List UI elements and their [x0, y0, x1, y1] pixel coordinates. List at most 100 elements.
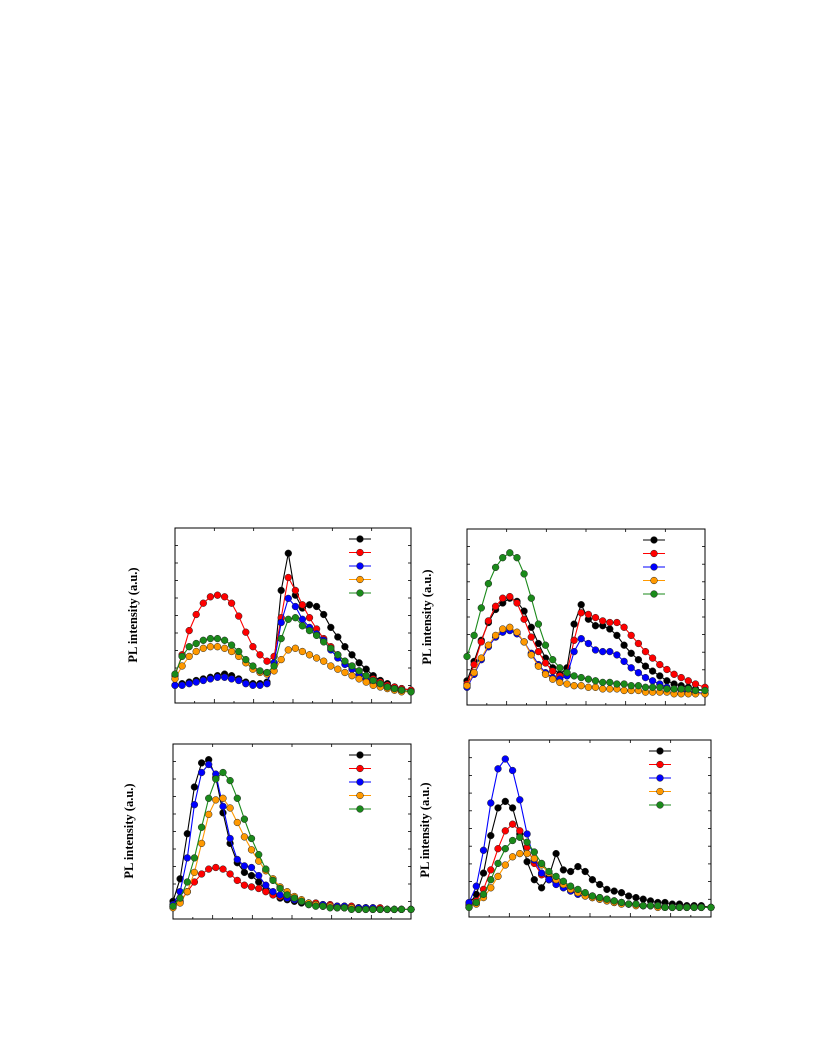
data-point: [663, 665, 671, 674]
data-point: [491, 602, 500, 610]
data-point: [648, 667, 657, 675]
data-point: [516, 796, 524, 804]
data-point: [472, 882, 480, 890]
data-point: [613, 618, 621, 627]
data-point: [541, 659, 550, 667]
data-point: [276, 884, 284, 893]
legend-marker: [356, 751, 364, 759]
data-point: [205, 865, 213, 873]
data-point: [348, 651, 356, 659]
data-point: [305, 626, 314, 635]
data-point: [240, 862, 249, 870]
data-point: [269, 888, 277, 896]
data-point: [362, 665, 370, 673]
data-point: [341, 657, 349, 665]
data-point: [656, 660, 664, 669]
data-point: [663, 685, 671, 693]
data-point: [668, 903, 676, 912]
data-point: [549, 656, 557, 664]
data-point: [577, 609, 585, 617]
data-point: [362, 678, 370, 686]
data-point: [226, 804, 234, 812]
data-point: [516, 833, 524, 841]
data-point: [523, 838, 531, 846]
data-point: [270, 662, 278, 670]
data-point: [537, 884, 546, 892]
data-point: [606, 685, 614, 693]
data-point: [298, 622, 307, 630]
data-point: [494, 859, 502, 868]
data-point: [523, 830, 531, 838]
data-point: [197, 839, 206, 848]
data-point: [220, 644, 229, 652]
data-point: [613, 680, 621, 688]
data-point: [591, 646, 600, 654]
data-point: [552, 849, 560, 858]
y-axis-label: PL intensity (a.u.): [126, 567, 140, 662]
data-point: [584, 610, 593, 619]
data-point: [240, 833, 249, 841]
data-point: [484, 579, 493, 588]
legend-marker: [356, 805, 364, 813]
data-point: [233, 855, 241, 864]
data-point: [341, 668, 349, 677]
data-point: [479, 869, 488, 877]
data-point: [347, 905, 356, 914]
data-point: [341, 643, 349, 651]
data-point: [677, 673, 685, 682]
data-point: [190, 801, 199, 809]
data-point: [606, 618, 614, 627]
data-point: [570, 682, 578, 690]
data-point: [277, 655, 285, 664]
data-point: [620, 657, 628, 666]
legend: [349, 535, 371, 597]
data-point: [508, 836, 517, 845]
data-point: [348, 672, 356, 680]
data-point: [477, 638, 485, 646]
data-point: [556, 664, 564, 672]
data-point: [591, 683, 600, 691]
data-point: [477, 654, 485, 662]
legend-marker: [650, 590, 658, 598]
series-line: [172, 758, 411, 910]
data-point: [354, 905, 363, 914]
data-point: [506, 592, 514, 601]
data-point: [249, 681, 257, 689]
data-point: [334, 633, 342, 641]
data-point: [269, 876, 277, 885]
data-point: [684, 685, 692, 693]
data-point: [298, 601, 307, 609]
data-point: [541, 670, 550, 678]
legend-marker: [356, 562, 364, 570]
data-point: [491, 563, 500, 572]
data-point: [312, 602, 321, 611]
data-point: [690, 903, 698, 912]
data-point: [262, 888, 270, 896]
data-point: [599, 647, 607, 656]
data-point: [501, 797, 509, 806]
data-point: [470, 631, 478, 640]
data-point: [213, 673, 222, 681]
data-point: [291, 614, 300, 622]
legend-marker: [656, 801, 664, 809]
data-point: [407, 905, 415, 914]
data-point: [599, 685, 607, 693]
series-2: [169, 863, 415, 914]
series-line: [466, 626, 705, 695]
data-point: [584, 683, 593, 691]
data-point: [192, 639, 200, 648]
data-point: [577, 673, 585, 682]
data-point: [545, 867, 553, 876]
data-point: [320, 657, 328, 665]
data-point: [537, 859, 546, 868]
y-axis-label: PL intensity (a.u.): [420, 569, 434, 664]
data-point: [670, 685, 678, 693]
data-point: [599, 617, 607, 625]
series-1: [171, 549, 415, 694]
series-5: [169, 768, 415, 914]
data-point: [192, 647, 200, 656]
data-point: [305, 900, 313, 909]
data-point: [277, 586, 285, 595]
data-point: [247, 883, 256, 891]
data-point: [527, 594, 535, 602]
